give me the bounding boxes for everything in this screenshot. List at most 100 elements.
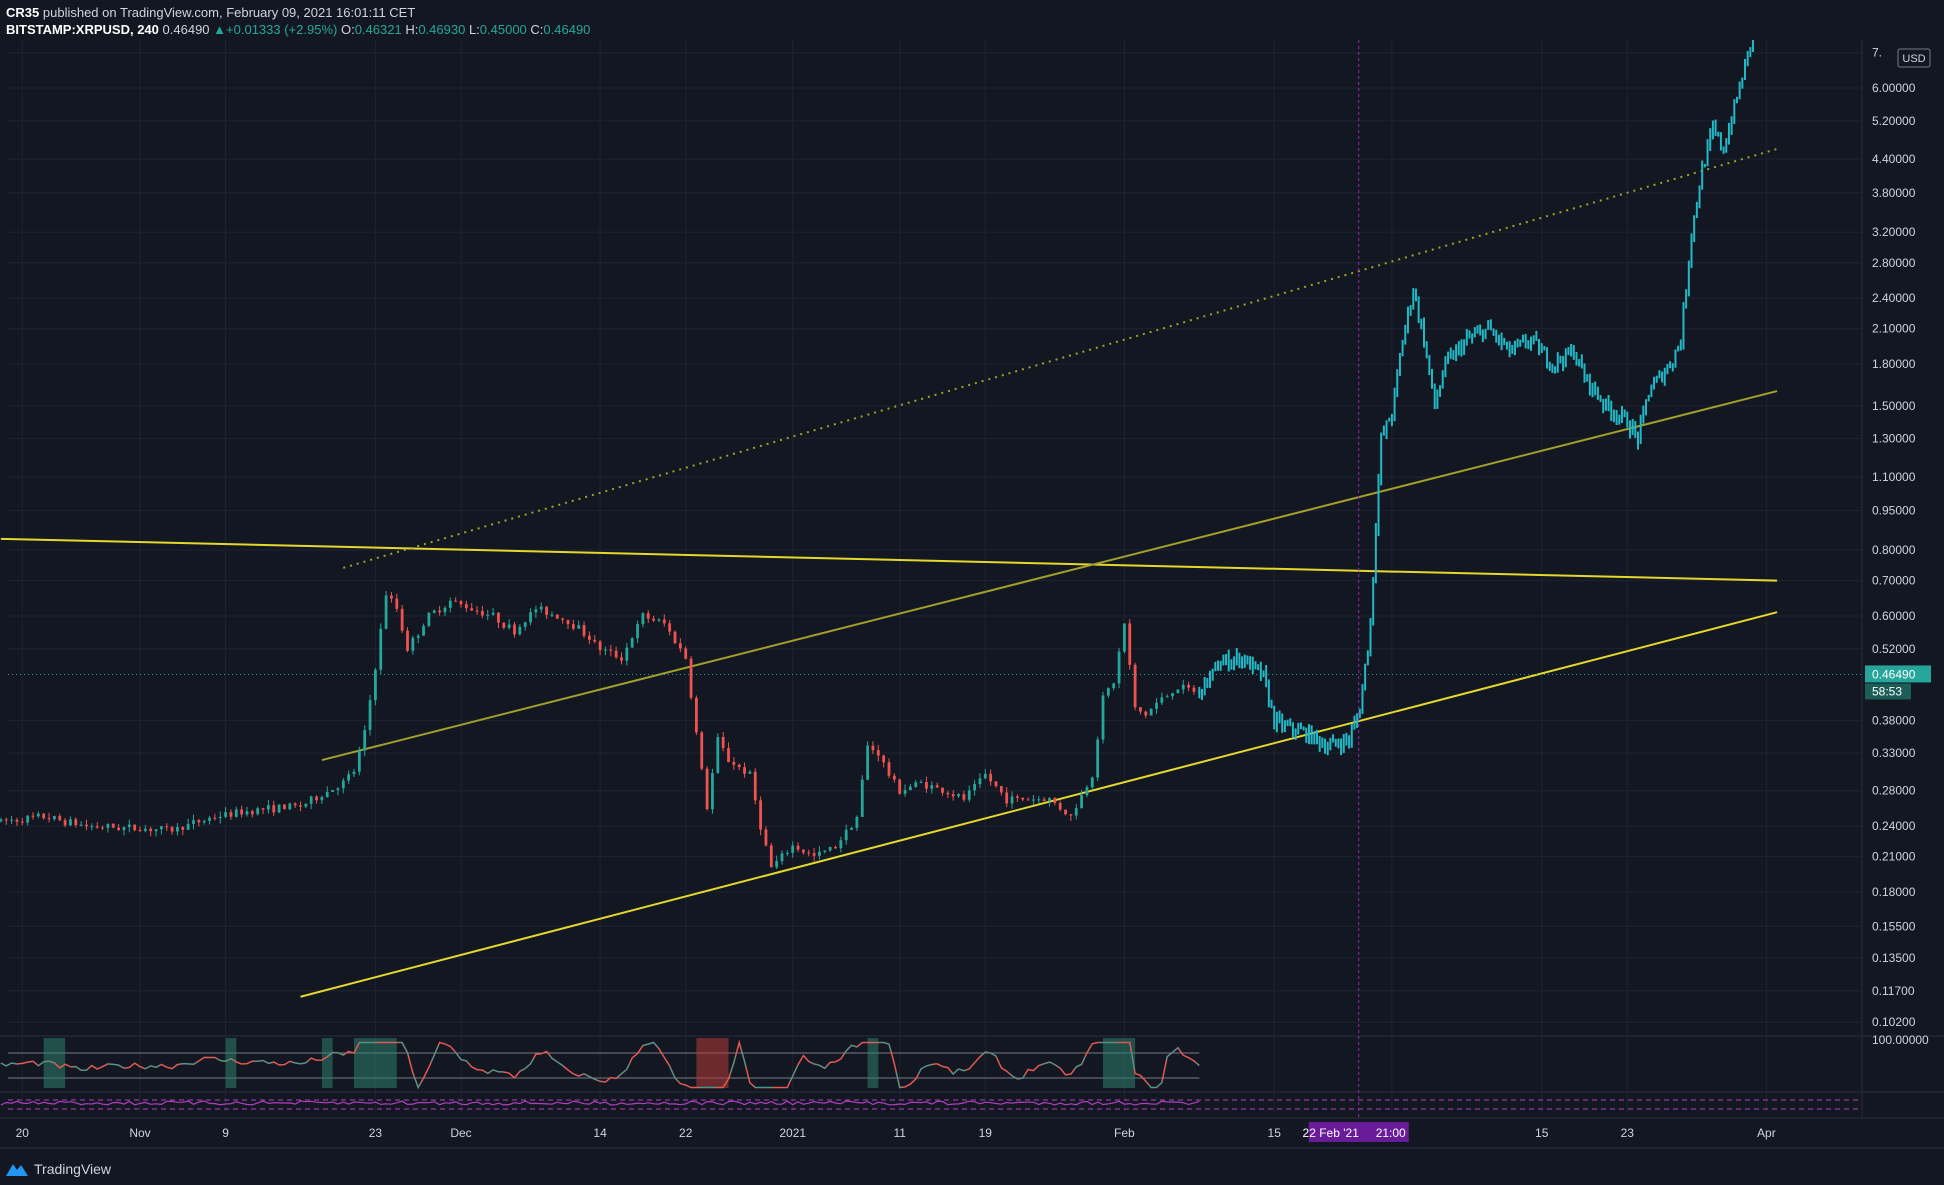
price-tick-label: 3.20000 — [1872, 225, 1916, 239]
candle-body — [299, 805, 302, 807]
candle-body — [1144, 711, 1148, 716]
candle-body — [1123, 623, 1126, 652]
candle-body — [459, 601, 463, 605]
candle-body — [545, 606, 548, 615]
candle-body — [1165, 696, 1169, 698]
candle-body — [593, 639, 597, 642]
price-tick-label: 1.80000 — [1872, 357, 1916, 371]
candle-body — [892, 775, 896, 780]
candle-body — [539, 606, 543, 610]
candle-body — [1053, 798, 1057, 803]
tradingview-logo-icon — [6, 1164, 28, 1176]
time-tick-label: 2021 — [779, 1126, 806, 1140]
candle-body — [149, 828, 153, 832]
candle-body — [315, 796, 318, 801]
candle-body — [823, 850, 827, 852]
candle-body — [1026, 799, 1030, 801]
trendline-dotted — [343, 147, 1778, 569]
symbol-name[interactable]: BITSTAMP:XRPUSD, 240 — [6, 22, 159, 37]
candle-body — [561, 618, 565, 620]
candle-body — [732, 761, 736, 765]
candle-body — [283, 804, 286, 810]
candle-body — [1106, 688, 1110, 696]
time-tick-label: Nov — [129, 1126, 150, 1140]
candle-body — [1080, 795, 1083, 809]
candle-body — [1090, 777, 1094, 788]
candle-body — [406, 630, 409, 651]
candle-body — [143, 828, 147, 831]
price-tick-label: 0.52000 — [1872, 642, 1916, 656]
candle-body — [320, 797, 324, 801]
candle-body — [47, 818, 51, 820]
candle-body — [368, 700, 372, 731]
low-label: L: — [468, 22, 480, 37]
candle-body — [395, 598, 399, 609]
candle-body — [614, 650, 618, 658]
high-value: 0.46930 — [418, 22, 466, 37]
candle-body — [769, 845, 773, 868]
price-tick-label: 0.28000 — [1872, 784, 1916, 798]
open-value: 0.46321 — [354, 22, 402, 37]
osc-zone — [867, 1038, 879, 1088]
price-axis[interactable]: 7. 6.00000 5.20000 4.40000 3.80000 3.20000 2.8… — [1865, 46, 1931, 1047]
candle-body — [58, 816, 62, 821]
candle-body — [427, 612, 431, 626]
candle-body — [26, 815, 30, 823]
symbol-line: BITSTAMP:XRPUSD, 240 0.46490 ▲+0.01333 (… — [6, 22, 590, 37]
candle-body — [15, 819, 19, 822]
time-axis[interactable]: 20Nov923Dec142220211119Feb15Mar1523Apr22… — [16, 1122, 1776, 1142]
candle-body — [850, 827, 853, 830]
candle-body — [36, 813, 40, 817]
price-tick-label: 0.11700 — [1872, 984, 1915, 998]
close-value: 0.46490 — [543, 22, 591, 37]
candle-body — [438, 610, 441, 613]
time-tick-label: Apr — [1757, 1126, 1776, 1140]
candle-body — [95, 826, 99, 828]
candle-body — [764, 829, 768, 846]
open-label: O: — [340, 22, 355, 37]
candle-body — [695, 697, 698, 733]
candle-body — [775, 861, 779, 868]
candle-body — [588, 635, 591, 640]
oscillator-pane — [0, 1038, 1862, 1110]
candle-body — [352, 771, 356, 775]
candle-body — [224, 812, 227, 817]
candle-body — [267, 805, 270, 810]
projection-path — [1198, 40, 1755, 756]
candle-body — [1016, 796, 1019, 798]
candle-body — [1117, 651, 1121, 684]
candle-body — [176, 826, 179, 832]
candle-body — [154, 829, 158, 832]
candle-body — [935, 785, 939, 788]
candle-body — [481, 611, 484, 616]
author-name[interactable]: CR35 — [6, 5, 40, 20]
candle-body — [79, 824, 83, 826]
candle-body — [331, 789, 334, 792]
candle-body — [577, 625, 581, 629]
candle-body — [277, 804, 281, 813]
price-tick-label: 1.30000 — [1872, 432, 1916, 446]
candle-body — [951, 794, 955, 797]
candle-body — [336, 788, 340, 790]
tradingview-brand[interactable]: TradingView — [6, 1161, 111, 1177]
time-tick-label: 23 — [1621, 1126, 1635, 1140]
candle-body — [160, 826, 163, 830]
candle-body — [363, 730, 367, 751]
candle-body — [876, 750, 880, 756]
price-tick-label: 0.24000 — [1872, 819, 1916, 833]
candle-body — [727, 748, 730, 762]
price-tick-label: 2.10000 — [1872, 322, 1916, 336]
grid-lines — [0, 40, 1944, 1149]
candle-body — [721, 737, 725, 749]
candle-body — [127, 824, 131, 828]
candle-body — [609, 649, 613, 651]
candle-body — [812, 853, 816, 856]
crosshair-date-badge — [1308, 1122, 1409, 1142]
high-label: H: — [405, 22, 419, 37]
candle-body — [357, 750, 361, 772]
candle-body — [909, 786, 912, 791]
candle-body — [962, 794, 966, 800]
candle-body — [1139, 707, 1142, 712]
candle-body — [737, 764, 741, 768]
